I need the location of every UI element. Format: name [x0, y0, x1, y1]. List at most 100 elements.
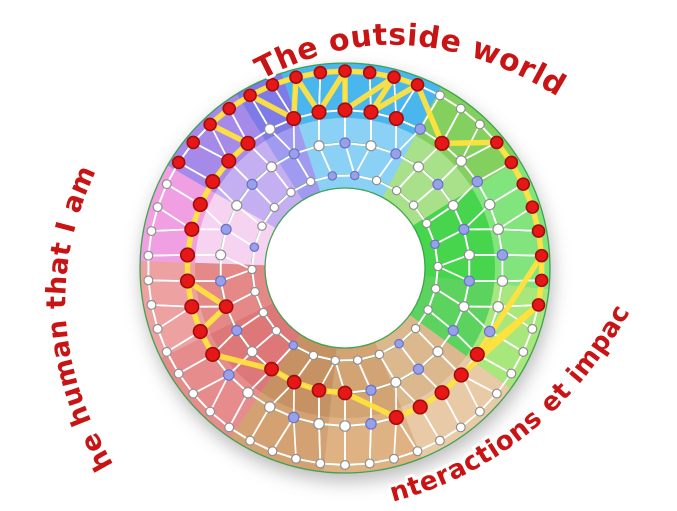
- node-r2-32[interactable]: [205, 173, 221, 190]
- node-r0-7[interactable]: [430, 283, 441, 294]
- node-r3-41[interactable]: [161, 179, 172, 190]
- node-r2-6[interactable]: [471, 175, 484, 188]
- node-r3-45[interactable]: [222, 101, 237, 116]
- node-r3-29[interactable]: [245, 435, 256, 446]
- node-r2-14[interactable]: [453, 367, 469, 383]
- node-r2-23[interactable]: [242, 386, 254, 399]
- node-r3-38[interactable]: [143, 250, 154, 261]
- node-r3-25[interactable]: [340, 460, 351, 471]
- node-r0-11[interactable]: [374, 349, 385, 360]
- node-r2-28[interactable]: [179, 273, 196, 289]
- node-r1-19[interactable]: [246, 346, 258, 358]
- node-r3-39[interactable]: [146, 226, 157, 237]
- node-r2-2[interactable]: [388, 110, 404, 127]
- node-r3-26[interactable]: [315, 458, 326, 469]
- node-r0-20[interactable]: [249, 242, 260, 253]
- node-r3-6[interactable]: [474, 119, 485, 130]
- node-r3-11[interactable]: [531, 224, 546, 238]
- node-r1-25[interactable]: [231, 199, 243, 212]
- node-r2-26[interactable]: [192, 323, 208, 340]
- node-r3-24[interactable]: [364, 458, 375, 469]
- node-r3-46[interactable]: [243, 88, 257, 103]
- node-r1-15[interactable]: [337, 385, 353, 401]
- node-r1-26[interactable]: [246, 178, 258, 190]
- node-r1-22[interactable]: [215, 275, 227, 287]
- node-r2-24[interactable]: [222, 369, 235, 381]
- node-r3-36[interactable]: [146, 299, 157, 310]
- node-r2-0[interactable]: [337, 102, 353, 118]
- node-r2-18[interactable]: [365, 418, 377, 430]
- node-r2-22[interactable]: [264, 401, 276, 413]
- node-r3-3[interactable]: [410, 78, 425, 92]
- node-r3-31[interactable]: [205, 406, 216, 417]
- node-r3-23[interactable]: [388, 453, 399, 464]
- node-r2-30[interactable]: [184, 221, 200, 237]
- node-r1-10[interactable]: [447, 324, 459, 337]
- node-r1-11[interactable]: [432, 346, 444, 358]
- node-r0-14[interactable]: [308, 350, 319, 361]
- node-r3-9[interactable]: [516, 177, 531, 191]
- node-r1-2[interactable]: [390, 148, 402, 160]
- node-r0-18[interactable]: [250, 286, 260, 297]
- node-r1-28[interactable]: [288, 148, 300, 160]
- node-r0-23[interactable]: [286, 187, 296, 198]
- node-r3-35[interactable]: [152, 323, 163, 334]
- node-r0-25[interactable]: [327, 171, 338, 181]
- node-r1-16[interactable]: [311, 382, 327, 398]
- node-r1-18[interactable]: [264, 361, 279, 377]
- node-r3-48[interactable]: [289, 70, 303, 84]
- node-r3-0[interactable]: [338, 64, 352, 78]
- node-r2-8[interactable]: [492, 223, 504, 236]
- node-r2-21[interactable]: [287, 411, 300, 424]
- node-r3-37[interactable]: [143, 275, 154, 286]
- node-r0-8[interactable]: [423, 305, 433, 315]
- node-r0-3[interactable]: [408, 200, 419, 211]
- node-r2-13[interactable]: [469, 346, 485, 363]
- node-r3-7[interactable]: [489, 135, 504, 150]
- node-r2-34[interactable]: [240, 135, 256, 151]
- node-r0-12[interactable]: [352, 355, 363, 365]
- node-r0-19[interactable]: [247, 264, 257, 275]
- node-r2-29[interactable]: [179, 247, 196, 263]
- node-r1-4[interactable]: [432, 178, 444, 190]
- node-r1-8[interactable]: [463, 275, 475, 287]
- node-r1-0[interactable]: [339, 137, 351, 149]
- node-r2-3[interactable]: [414, 123, 426, 135]
- node-r1-20[interactable]: [231, 324, 243, 337]
- node-r2-5[interactable]: [455, 155, 468, 167]
- node-r2-25[interactable]: [205, 346, 221, 363]
- node-r1-1[interactable]: [365, 140, 377, 152]
- node-r0-13[interactable]: [330, 355, 341, 366]
- node-r3-34[interactable]: [161, 346, 172, 357]
- node-r3-5[interactable]: [455, 103, 466, 114]
- node-r1-13[interactable]: [390, 376, 402, 388]
- node-r2-35[interactable]: [264, 123, 276, 135]
- node-r3-20[interactable]: [455, 422, 466, 433]
- node-r0-16[interactable]: [271, 325, 282, 336]
- node-r3-47[interactable]: [265, 78, 280, 92]
- node-r2-15[interactable]: [434, 385, 450, 401]
- node-r2-16[interactable]: [412, 399, 428, 415]
- node-r2-11[interactable]: [492, 300, 504, 313]
- node-r3-15[interactable]: [527, 323, 538, 334]
- node-r3-18[interactable]: [491, 388, 502, 399]
- node-r1-12[interactable]: [412, 363, 425, 375]
- node-r3-43[interactable]: [186, 135, 201, 150]
- node-r3-17[interactable]: [506, 368, 517, 379]
- node-r3-13[interactable]: [534, 273, 549, 288]
- node-r0-22[interactable]: [269, 202, 280, 213]
- node-r2-36[interactable]: [286, 110, 302, 127]
- node-r0-15[interactable]: [288, 340, 299, 351]
- node-r2-27[interactable]: [184, 299, 200, 315]
- node-r0-0[interactable]: [349, 170, 360, 181]
- node-r3-32[interactable]: [188, 388, 199, 399]
- node-r0-24[interactable]: [305, 176, 316, 187]
- node-r1-7[interactable]: [463, 249, 475, 261]
- node-r3-27[interactable]: [291, 453, 302, 464]
- node-r3-49[interactable]: [313, 65, 328, 80]
- node-r0-4[interactable]: [421, 218, 432, 229]
- node-r3-42[interactable]: [171, 155, 186, 170]
- node-r2-33[interactable]: [221, 153, 237, 169]
- node-r2-12[interactable]: [483, 325, 496, 338]
- node-r3-14[interactable]: [531, 298, 546, 312]
